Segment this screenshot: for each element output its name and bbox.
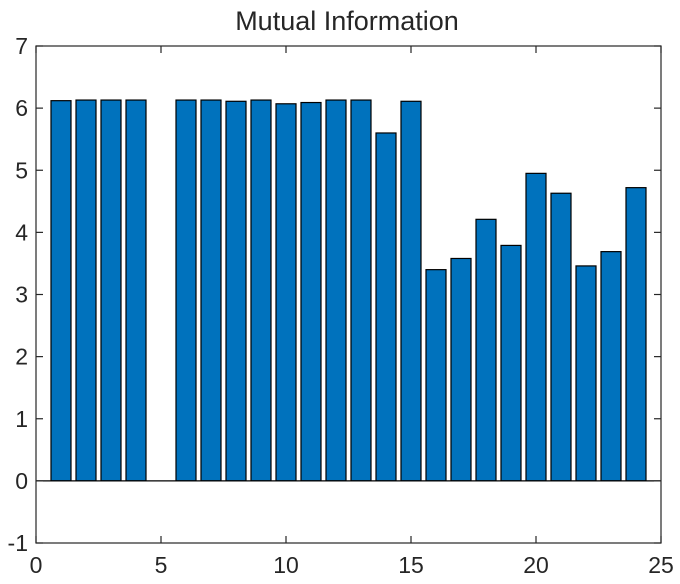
chart-title: Mutual Information	[235, 6, 459, 36]
y-tick-label: 2	[15, 344, 28, 370]
bar	[525, 172, 547, 482]
x-tick-label: 25	[648, 552, 674, 578]
bar	[325, 99, 347, 482]
bar	[350, 99, 372, 482]
x-tick-label: 5	[155, 552, 168, 578]
y-tick-label: -1	[8, 530, 28, 556]
y-tick-label: 1	[15, 406, 28, 432]
bar	[400, 100, 422, 482]
bar	[425, 269, 447, 482]
bar	[575, 265, 597, 482]
bar	[75, 99, 97, 482]
bar	[300, 101, 322, 482]
bar	[450, 257, 472, 482]
x-tick-label: 0	[30, 552, 43, 578]
bar	[50, 100, 72, 482]
x-tick-label: 20	[523, 552, 549, 578]
bar	[200, 99, 222, 482]
y-tick-label: 5	[15, 157, 28, 183]
bar	[375, 132, 397, 482]
x-tick-label: 15	[398, 552, 424, 578]
bar	[550, 192, 572, 482]
bar	[625, 187, 647, 482]
bar	[250, 99, 272, 482]
y-tick-label: 4	[15, 219, 28, 245]
bar	[125, 99, 147, 482]
y-tick-label: 0	[15, 468, 28, 494]
y-tick-label: 6	[15, 95, 28, 121]
y-tick-label: 7	[15, 33, 28, 59]
bar	[275, 103, 297, 482]
bar	[225, 100, 247, 482]
bar	[600, 251, 622, 482]
y-tick-label: 3	[15, 282, 28, 308]
bar	[175, 99, 197, 482]
bar	[500, 244, 522, 482]
bar	[475, 218, 497, 482]
bar	[100, 99, 122, 482]
x-tick-label: 10	[273, 552, 299, 578]
bars-layer	[50, 99, 647, 482]
